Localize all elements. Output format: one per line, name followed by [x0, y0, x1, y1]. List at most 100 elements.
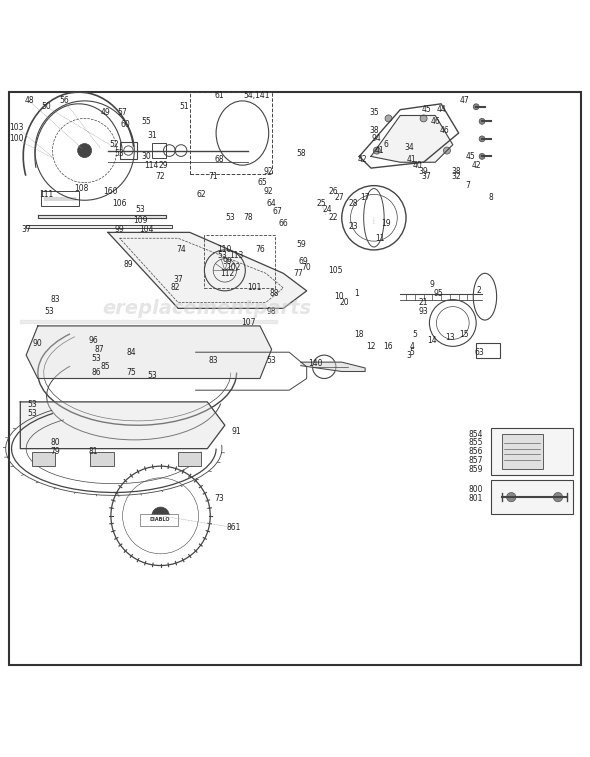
Text: 53: 53	[226, 213, 235, 223]
Text: 47: 47	[460, 96, 470, 105]
Bar	[152, 143, 166, 158]
Circle shape	[373, 147, 381, 154]
Text: 44: 44	[436, 105, 446, 114]
Text: 49: 49	[100, 108, 110, 117]
Text: 53: 53	[115, 149, 124, 158]
Text: 28: 28	[349, 198, 358, 207]
Text: 35: 35	[369, 108, 379, 117]
Text: 81: 81	[88, 447, 98, 456]
Text: 8: 8	[489, 193, 493, 202]
Text: 23: 23	[349, 222, 358, 231]
Text: 14: 14	[428, 336, 437, 345]
Text: 63: 63	[474, 347, 484, 357]
Text: 53: 53	[45, 307, 54, 316]
Text: 56: 56	[59, 96, 69, 105]
Text: 37: 37	[422, 173, 431, 182]
Text: 102: 102	[227, 263, 241, 272]
Text: 11: 11	[375, 234, 385, 243]
Text: 2: 2	[477, 286, 481, 295]
Text: 52: 52	[109, 140, 119, 149]
Text: 160: 160	[104, 187, 118, 196]
Text: 93: 93	[419, 307, 428, 316]
Text: 50: 50	[42, 102, 51, 111]
Text: 70: 70	[302, 263, 312, 272]
Bar	[120, 142, 137, 159]
Polygon shape	[371, 116, 453, 162]
Text: 104: 104	[139, 225, 153, 234]
Text: 29: 29	[159, 160, 168, 170]
Text: 77: 77	[293, 269, 303, 278]
Polygon shape	[26, 326, 271, 378]
Polygon shape	[38, 215, 166, 218]
Text: 31: 31	[147, 132, 156, 141]
Text: 110: 110	[218, 245, 232, 254]
Text: 96: 96	[88, 336, 99, 345]
Circle shape	[479, 154, 485, 159]
Polygon shape	[20, 402, 225, 449]
Text: 59: 59	[296, 239, 306, 248]
Text: 108: 108	[74, 184, 89, 193]
Circle shape	[479, 136, 485, 142]
Text: 79: 79	[51, 447, 60, 456]
Text: 856: 856	[469, 447, 483, 456]
Text: 66: 66	[278, 219, 288, 228]
Text: 12: 12	[366, 342, 376, 350]
Text: 21: 21	[419, 298, 428, 307]
Text: 95: 95	[433, 289, 443, 298]
Text: 26: 26	[328, 187, 338, 196]
Text: 40: 40	[413, 160, 422, 170]
Text: 105: 105	[329, 266, 343, 275]
Text: 17: 17	[360, 193, 370, 202]
Text: 20: 20	[340, 298, 349, 307]
Text: 30: 30	[141, 152, 151, 161]
Text: 87: 87	[94, 344, 104, 354]
Text: 53: 53	[217, 251, 227, 260]
Text: 54,141: 54,141	[244, 91, 270, 99]
Text: 86: 86	[91, 368, 101, 377]
Text: 83: 83	[51, 295, 60, 304]
Text: 98: 98	[267, 307, 277, 316]
Circle shape	[473, 104, 479, 110]
Text: 84: 84	[126, 347, 136, 357]
Text: 99: 99	[115, 225, 124, 234]
Text: 18: 18	[355, 330, 364, 339]
Text: 857: 857	[469, 456, 483, 465]
Text: 68: 68	[214, 155, 224, 164]
Text: 88: 88	[270, 289, 279, 298]
Text: 37: 37	[21, 225, 31, 234]
Text: 62: 62	[196, 190, 206, 199]
Text: 85: 85	[100, 363, 110, 372]
Text: 45: 45	[422, 105, 431, 114]
Text: 61: 61	[214, 91, 224, 99]
Text: 861: 861	[227, 523, 241, 532]
Text: 42: 42	[358, 155, 367, 164]
Text: 106: 106	[113, 198, 127, 207]
Text: 41: 41	[375, 146, 385, 155]
Polygon shape	[26, 226, 172, 228]
Bar	[204, 235, 274, 288]
Text: 25: 25	[316, 198, 326, 207]
Text: 38: 38	[451, 167, 461, 176]
Bar	[491, 480, 573, 514]
Bar	[140, 514, 178, 526]
Text: 113: 113	[230, 251, 244, 260]
Text: 103: 103	[9, 123, 24, 132]
Text: 57: 57	[118, 108, 127, 117]
Circle shape	[507, 493, 516, 502]
Text: 92: 92	[264, 187, 274, 196]
Text: 4: 4	[409, 342, 414, 350]
Text: 112: 112	[221, 269, 235, 278]
Text: 90: 90	[33, 339, 42, 348]
Text: 58: 58	[296, 149, 306, 158]
Text: 101: 101	[247, 283, 261, 292]
Text: 24: 24	[322, 204, 332, 213]
Text: 64: 64	[267, 198, 277, 207]
Text: 111: 111	[40, 190, 54, 199]
Text: 99: 99	[223, 257, 232, 266]
Bar	[503, 434, 543, 469]
Text: 71: 71	[208, 173, 218, 182]
Text: 55: 55	[141, 117, 151, 126]
Text: 78: 78	[244, 213, 253, 223]
Text: 9: 9	[430, 281, 435, 289]
Polygon shape	[108, 232, 307, 308]
